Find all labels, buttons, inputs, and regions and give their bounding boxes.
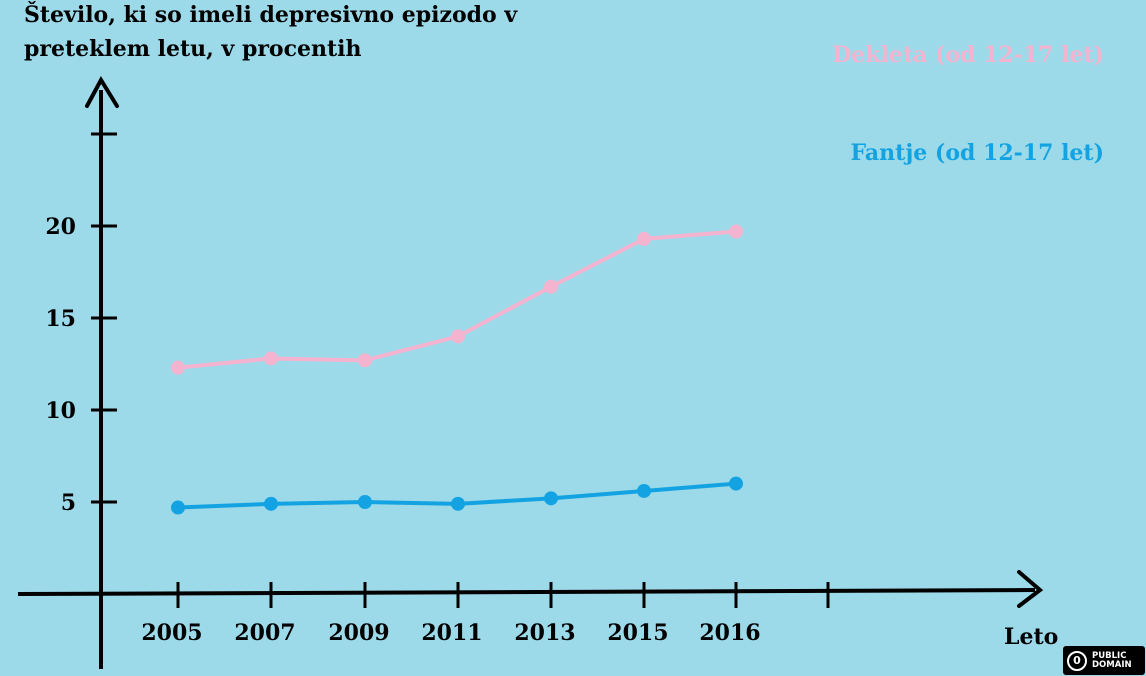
public-domain-icon: 0: [1067, 650, 1087, 671]
y-axis-label-line-1: Število, ki so imeli depresivno epizodo …: [24, 2, 518, 28]
x-axis-line: [17, 588, 1036, 596]
x-tick-label: 2009: [328, 620, 389, 646]
y-tick-label: 20: [45, 214, 76, 240]
data-point-1: [171, 500, 185, 515]
public-domain-badge: 0 PUBLIC DOMAIN: [1063, 646, 1145, 675]
data-point-0: [171, 360, 185, 375]
badge-line-1: PUBLIC: [1092, 650, 1127, 661]
x-axis-label: Leto: [1004, 624, 1059, 650]
data-point-1: [544, 491, 558, 506]
series-line-0: [177, 229, 737, 370]
y-axis-label-line-2: preteklem letu, v procentih: [24, 36, 362, 62]
y-tick-label: 15: [45, 306, 76, 332]
data-point-0: [729, 224, 743, 239]
data-point-1: [637, 483, 651, 498]
data-point-1: [451, 496, 465, 511]
y-axis-arrow: [85, 75, 119, 108]
x-tick-label: 2005: [141, 620, 202, 646]
public-domain-text: PUBLIC DOMAIN: [1092, 650, 1132, 670]
x-tick-label: 2016: [699, 620, 760, 646]
legend-entry-girls: Dekleta (od 12-17 let): [832, 42, 1104, 68]
x-tick-label: 2007: [234, 620, 295, 646]
data-point-0: [637, 231, 651, 246]
data-point-1: [358, 495, 372, 509]
x-tick-label: 2013: [514, 620, 575, 646]
x-axis-arrow: [1017, 570, 1044, 608]
data-point-1: [264, 496, 278, 511]
legend-entry-boys: Fantje (od 12-17 let): [850, 140, 1104, 166]
badge-line-2: DOMAIN: [1092, 659, 1132, 670]
data-point-1: [729, 476, 743, 491]
data-point-0: [264, 351, 278, 366]
x-tick-label: 2011: [421, 620, 482, 646]
y-tick-label: 5: [61, 490, 76, 516]
y-tick-label: 10: [45, 398, 76, 424]
data-point-0: [451, 329, 465, 344]
data-point-0: [358, 353, 372, 368]
data-point-0: [544, 279, 558, 294]
x-tick-label: 2015: [607, 620, 668, 646]
